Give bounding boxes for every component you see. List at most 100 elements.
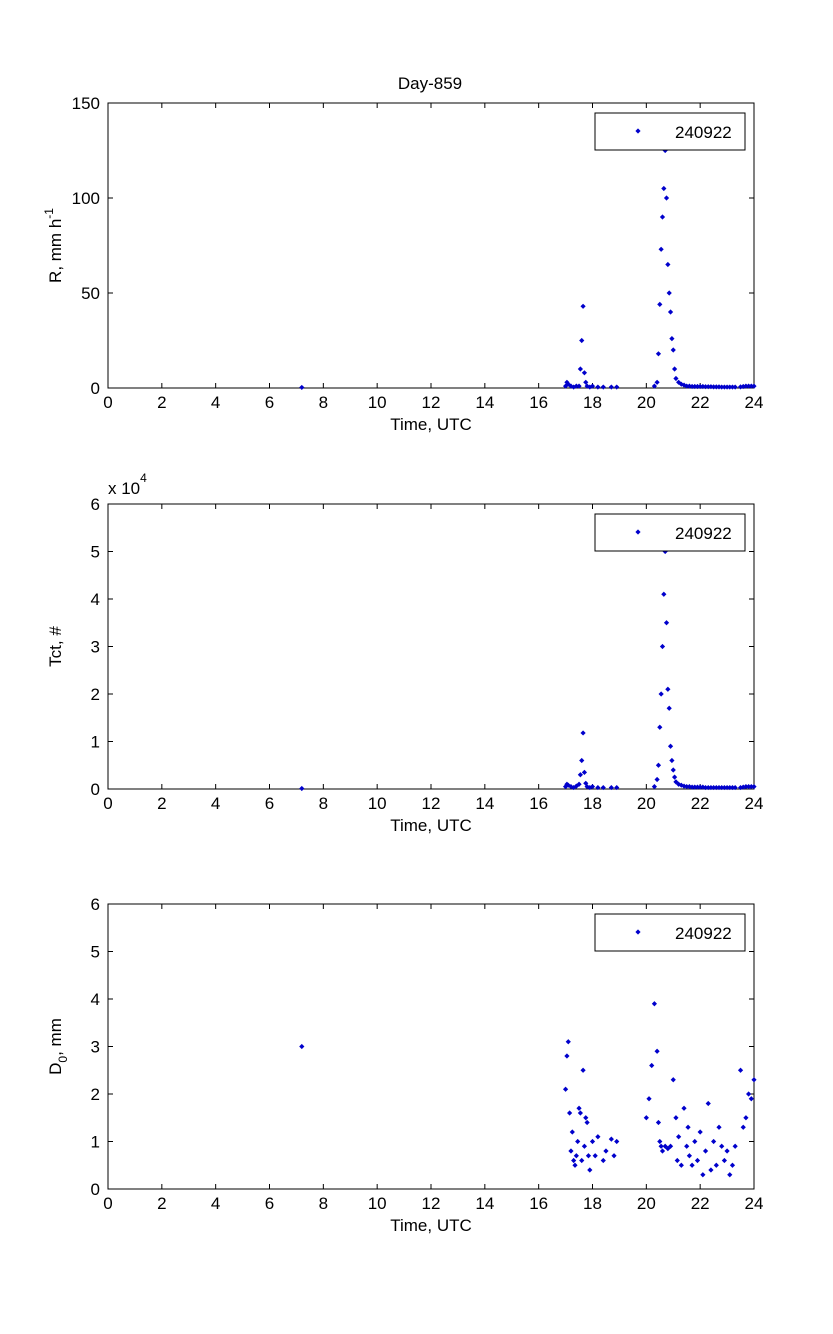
x-tick-label: 22 bbox=[691, 393, 710, 412]
y-tick-label: 6 bbox=[91, 495, 100, 514]
data-point bbox=[685, 1124, 691, 1130]
data-point bbox=[746, 1091, 752, 1097]
y-axis-label-sub: 0 bbox=[56, 1056, 70, 1063]
y-tick-label: 6 bbox=[91, 895, 100, 914]
data-point bbox=[671, 774, 678, 780]
data-point bbox=[719, 784, 725, 791]
data-point bbox=[686, 383, 692, 389]
data-point bbox=[669, 336, 675, 342]
x-tick-label: 2 bbox=[157, 393, 166, 412]
data-point bbox=[727, 1172, 733, 1178]
y-exponent-sup: 4 bbox=[140, 471, 147, 485]
data-point bbox=[614, 1138, 620, 1145]
data-point bbox=[673, 375, 679, 382]
x-tick-label: 0 bbox=[103, 794, 112, 813]
x-tick-label: 6 bbox=[265, 393, 274, 412]
data-point bbox=[658, 691, 664, 697]
data-point bbox=[702, 1148, 709, 1154]
data-point bbox=[665, 261, 671, 268]
y-tick-label: 4 bbox=[91, 590, 100, 609]
data-point bbox=[724, 1148, 730, 1154]
y-tick-label: 1 bbox=[91, 1133, 100, 1152]
data-point bbox=[651, 383, 658, 389]
data-point bbox=[694, 1157, 701, 1164]
x-tick-label: 10 bbox=[368, 1194, 387, 1213]
data-point bbox=[579, 1157, 585, 1164]
data-point bbox=[729, 784, 736, 791]
x-tick-label: 14 bbox=[475, 1194, 494, 1213]
x-tick-label: 22 bbox=[691, 1194, 710, 1213]
data-point bbox=[719, 384, 725, 390]
data-point bbox=[667, 1143, 674, 1149]
data-point bbox=[587, 1167, 593, 1173]
data-point bbox=[584, 1119, 590, 1126]
data-point bbox=[658, 246, 664, 252]
data-point bbox=[716, 384, 722, 390]
data-point bbox=[746, 383, 752, 389]
legend-box bbox=[594, 513, 746, 552]
x-tick-label: 16 bbox=[529, 393, 548, 412]
data-point bbox=[666, 290, 672, 296]
x-tick-label: 4 bbox=[211, 794, 220, 813]
data-point bbox=[587, 784, 593, 791]
data-point bbox=[702, 384, 709, 390]
data-point bbox=[583, 780, 589, 786]
data-point bbox=[732, 1143, 738, 1149]
figure-title: Day-859 bbox=[398, 74, 462, 93]
data-point bbox=[659, 214, 666, 220]
data-point bbox=[649, 1062, 655, 1069]
data-point bbox=[577, 366, 583, 372]
data-point bbox=[655, 762, 662, 768]
data-point bbox=[585, 1153, 592, 1159]
data-point bbox=[567, 1110, 573, 1116]
legend-label: 240922 bbox=[675, 924, 732, 943]
data-point bbox=[573, 783, 579, 789]
data-point bbox=[579, 757, 585, 764]
legend-label: 240922 bbox=[675, 123, 732, 142]
data-point bbox=[670, 767, 676, 773]
x-tick-label: 0 bbox=[103, 1194, 112, 1213]
data-point bbox=[674, 1157, 680, 1164]
data-point bbox=[665, 686, 671, 692]
data-point bbox=[614, 784, 620, 791]
data-point bbox=[689, 1162, 695, 1168]
x-tick-label: 24 bbox=[745, 794, 764, 813]
x-axis-label: Time, UTC bbox=[390, 415, 472, 434]
y-axis-label: R, mm h-1 bbox=[42, 208, 65, 283]
data-point bbox=[608, 784, 614, 791]
data-point bbox=[676, 379, 682, 385]
data-point bbox=[608, 384, 614, 390]
legend-box bbox=[594, 913, 746, 952]
data-point bbox=[565, 1039, 571, 1045]
data-point bbox=[697, 784, 703, 790]
x-tick-label: 10 bbox=[368, 794, 387, 813]
data-point bbox=[708, 784, 714, 791]
legend-marker bbox=[635, 929, 641, 935]
x-tick-label: 18 bbox=[583, 1194, 602, 1213]
data-point bbox=[579, 337, 585, 344]
legend-box bbox=[594, 112, 746, 151]
data-point bbox=[729, 1162, 736, 1168]
data-point bbox=[651, 1001, 658, 1007]
x-tick-label: 2 bbox=[157, 794, 166, 813]
data-point bbox=[577, 772, 583, 778]
x-tick-label: 6 bbox=[265, 794, 274, 813]
data-point bbox=[571, 1157, 577, 1164]
data-point bbox=[711, 1138, 717, 1145]
data-point bbox=[600, 784, 606, 791]
y-tick-label: 0 bbox=[91, 379, 100, 398]
y-axis-label-suffix: , mm bbox=[46, 1018, 65, 1056]
x-tick-label: 20 bbox=[637, 1194, 656, 1213]
x-tick-label: 18 bbox=[583, 794, 602, 813]
data-point bbox=[600, 384, 606, 390]
data-point bbox=[673, 1115, 679, 1121]
data-point bbox=[654, 1048, 660, 1054]
data-point bbox=[743, 383, 749, 389]
x-tick-label: 8 bbox=[319, 794, 328, 813]
data-point bbox=[581, 769, 588, 775]
data-point bbox=[299, 1043, 305, 1050]
x-tick-label: 12 bbox=[422, 1194, 441, 1213]
data-point bbox=[713, 384, 719, 390]
data-point bbox=[751, 784, 757, 790]
